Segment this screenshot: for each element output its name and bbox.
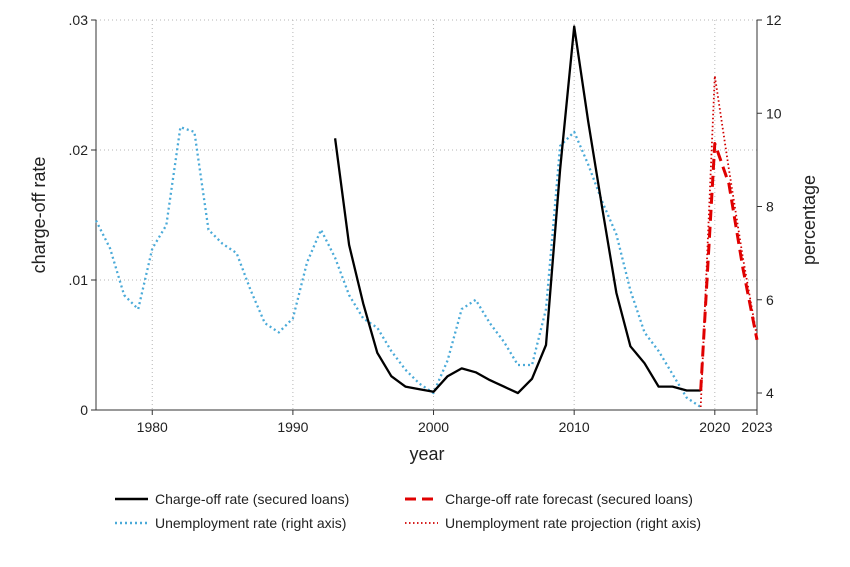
legend-label-forecast: Charge-off rate forecast (secured loans)	[445, 491, 693, 507]
x-axis-label: year	[409, 444, 444, 464]
legend-item-unemployment: Unemployment rate (right axis)	[115, 515, 346, 531]
y-right-tick-label-2: 8	[766, 199, 774, 215]
legend-label-projection: Unemployment rate projection (right axis…	[445, 515, 701, 531]
legend-item-projection: Unemployment rate projection (right axis…	[405, 515, 701, 531]
x-tick-label-1980: 1980	[137, 419, 168, 435]
legend: Charge-off rate (secured loans) Unemploy…	[115, 491, 701, 531]
series-line-1	[94, 126, 702, 408]
legend-label-unemployment: Unemployment rate (right axis)	[155, 515, 346, 531]
axes	[91, 19, 762, 415]
series-lines	[94, 25, 759, 408]
y-axis-left-label: charge-off rate	[29, 157, 49, 274]
legend-item-charge-off: Charge-off rate (secured loans)	[115, 491, 349, 507]
y-axis-right-label: percentage	[799, 175, 819, 265]
y-left-tick-label-0: 0	[80, 402, 88, 418]
x-tick-label-2020: 2020	[699, 419, 730, 435]
x-tick-label-2023: 2023	[741, 419, 772, 435]
x-tick-label-2000: 2000	[418, 419, 449, 435]
legend-item-forecast: Charge-off rate forecast (secured loans)	[405, 491, 693, 507]
y-right-tick-label-1: 6	[766, 292, 774, 308]
series-line-0	[333, 25, 701, 395]
legend-label-charge-off: Charge-off rate (secured loans)	[155, 491, 349, 507]
x-tick-label-1990: 1990	[277, 419, 308, 435]
tick-labels: 1980 1990 2000 2010 2020 2023 0 .01 .02 .03 4 6 8 10 1…	[69, 12, 782, 435]
x-tick-label-2010: 2010	[559, 419, 590, 435]
y-left-tick-label-2: .02	[69, 142, 89, 158]
y-left-tick-label-1: .01	[69, 272, 89, 288]
series-line-2	[699, 142, 759, 391]
y-left-tick-label-3: .03	[69, 12, 89, 28]
series-line-3	[699, 75, 758, 408]
y-right-tick-label-0: 4	[766, 385, 774, 401]
y-right-tick-label-4: 12	[766, 12, 782, 28]
y-right-tick-label-3: 10	[766, 105, 782, 121]
